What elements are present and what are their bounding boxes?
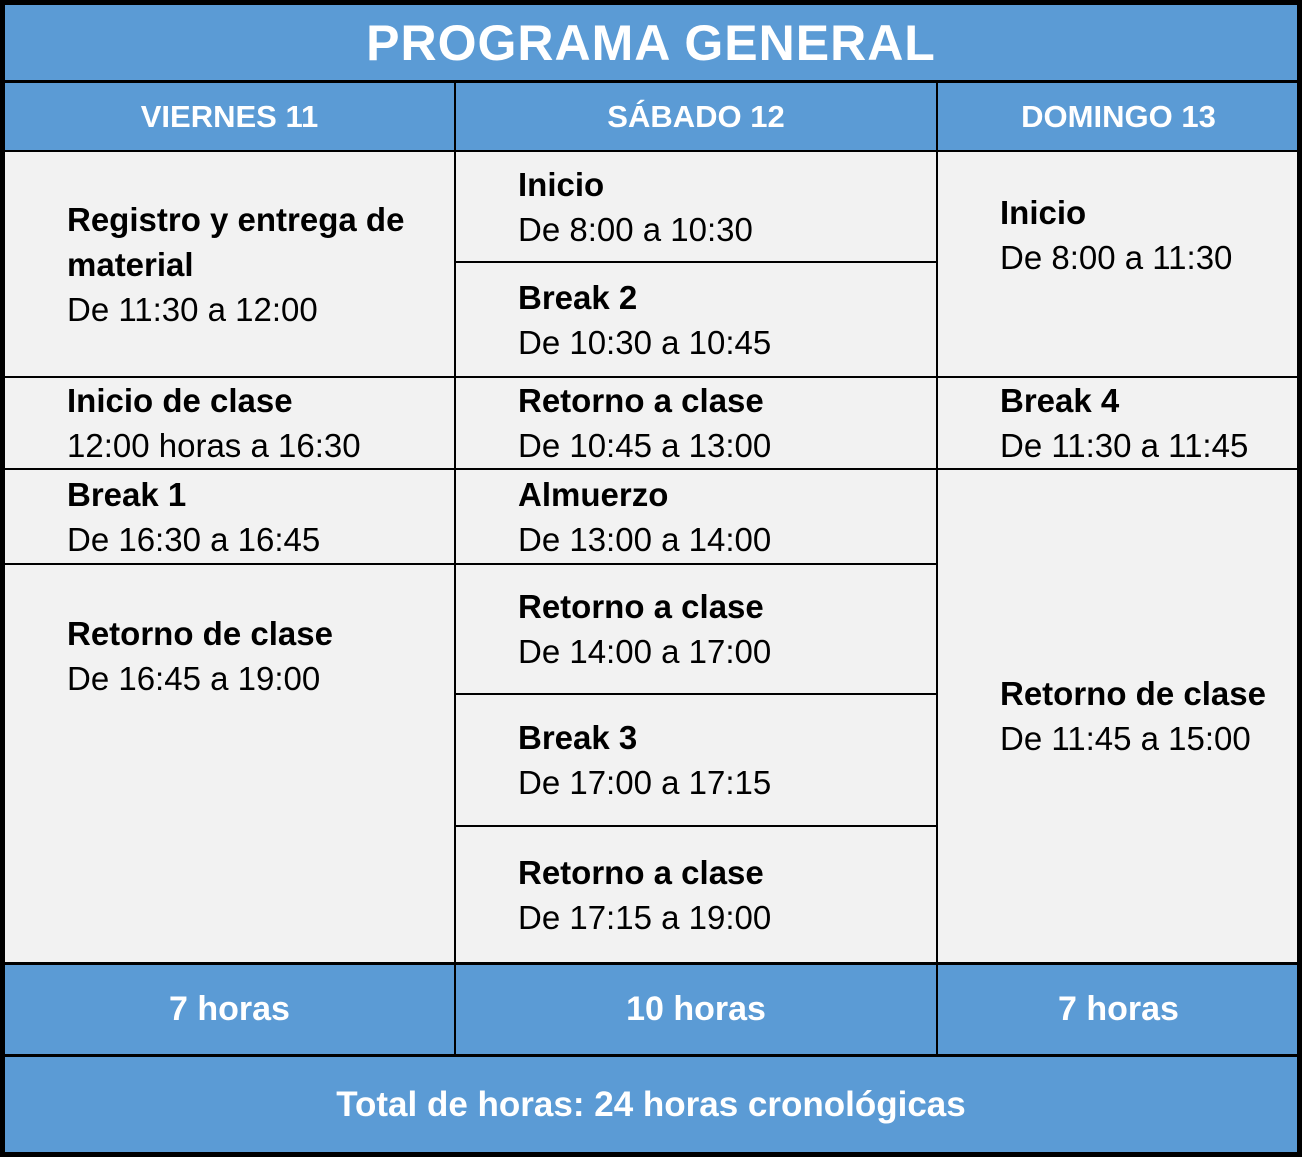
event-time: De 13:00 a 14:00 xyxy=(518,520,772,558)
grand-total: Total de horas: 24 horas cronológicas xyxy=(5,1057,1297,1152)
event-time: De 17:00 a 17:15 xyxy=(518,764,772,801)
event-cell: Retorno a clase De 17:15 a 19:00 xyxy=(456,827,936,962)
header-viernes: VIERNES 11 xyxy=(5,83,456,150)
header-domingo: DOMINGO 13 xyxy=(938,83,1297,150)
event-cell: Break 3 De 17:00 a 17:15 xyxy=(456,695,936,827)
event-cell: Break 2 De 10:30 a 10:45 xyxy=(456,263,936,378)
event-name: Break 3 xyxy=(518,719,638,756)
event-cell: Retorno de clase De 16:45 a 19:00 xyxy=(5,565,454,962)
event-name: Retorno de clase xyxy=(67,615,333,652)
day-totals-row: 7 horas 10 horas 7 horas xyxy=(5,962,1297,1057)
total-viernes: 7 horas xyxy=(5,965,456,1054)
event-cell: Inicio De 8:00 a 11:30 xyxy=(938,152,1297,378)
event-name: Break 2 xyxy=(518,278,638,316)
event-time: De 8:00 a 10:30 xyxy=(518,210,753,248)
event-cell: Registro y entrega de material De 11:30 … xyxy=(5,152,454,378)
event-cell: Inicio de clase 12:00 horas a 16:30 xyxy=(5,378,454,470)
table-title: PROGRAMA GENERAL xyxy=(5,5,1297,83)
event-cell: Inicio De 8:00 a 10:30 xyxy=(456,152,936,263)
event-cell: Retorno a clase De 14:00 a 17:00 xyxy=(456,565,936,695)
total-sabado: 10 horas xyxy=(456,965,938,1054)
day-header-row: VIERNES 11 SÁBADO 12 DOMINGO 13 xyxy=(5,83,1297,152)
event-name: Retorno a clase xyxy=(518,853,764,891)
event-name: Almuerzo xyxy=(518,475,669,513)
total-domingo: 7 horas xyxy=(938,965,1297,1054)
column-domingo: Inicio De 8:00 a 11:30 Break 4 De 11:30 … xyxy=(938,152,1297,962)
event-name: Retorno a clase xyxy=(518,382,764,419)
event-cell: Break 4 De 11:30 a 11:45 xyxy=(938,378,1297,470)
schedule-body: Registro y entrega de material De 11:30 … xyxy=(5,152,1297,962)
event-name: Retorno de clase xyxy=(1000,675,1266,712)
header-sabado: SÁBADO 12 xyxy=(456,83,938,150)
event-name: Registro y entrega de material xyxy=(67,200,405,283)
event-time: De 11:30 a 11:45 xyxy=(1000,427,1249,464)
column-sabado: Inicio De 8:00 a 10:30 Break 2 De 10:30 … xyxy=(456,152,938,962)
event-name: Retorno a clase xyxy=(518,588,764,625)
event-time: 12:00 horas a 16:30 xyxy=(67,427,361,464)
event-time: De 14:00 a 17:00 xyxy=(518,633,772,670)
event-name: Break 1 xyxy=(67,475,187,513)
event-time: De 11:45 a 15:00 xyxy=(1000,720,1251,757)
event-time: De 10:30 a 10:45 xyxy=(518,323,772,361)
event-cell: Retorno de clase De 11:45 a 15:00 xyxy=(938,470,1297,962)
event-name: Inicio de clase xyxy=(67,382,293,419)
event-name: Inicio xyxy=(518,165,605,203)
event-time: De 17:15 a 19:00 xyxy=(518,898,772,936)
event-time: De 8:00 a 11:30 xyxy=(1000,239,1233,276)
event-name: Inicio xyxy=(1000,194,1087,231)
event-time: De 16:30 a 16:45 xyxy=(67,520,321,558)
event-cell: Retorno a clase De 10:45 a 13:00 xyxy=(456,378,936,470)
event-time: De 10:45 a 13:00 xyxy=(518,427,772,464)
event-time: De 16:45 a 19:00 xyxy=(67,660,321,697)
column-viernes: Registro y entrega de material De 11:30 … xyxy=(5,152,456,962)
event-time: De 11:30 a 12:00 xyxy=(67,290,318,328)
event-cell: Almuerzo De 13:00 a 14:00 xyxy=(456,470,936,565)
event-name: Break 4 xyxy=(1000,382,1120,419)
event-cell: Break 1 De 16:30 a 16:45 xyxy=(5,470,454,565)
